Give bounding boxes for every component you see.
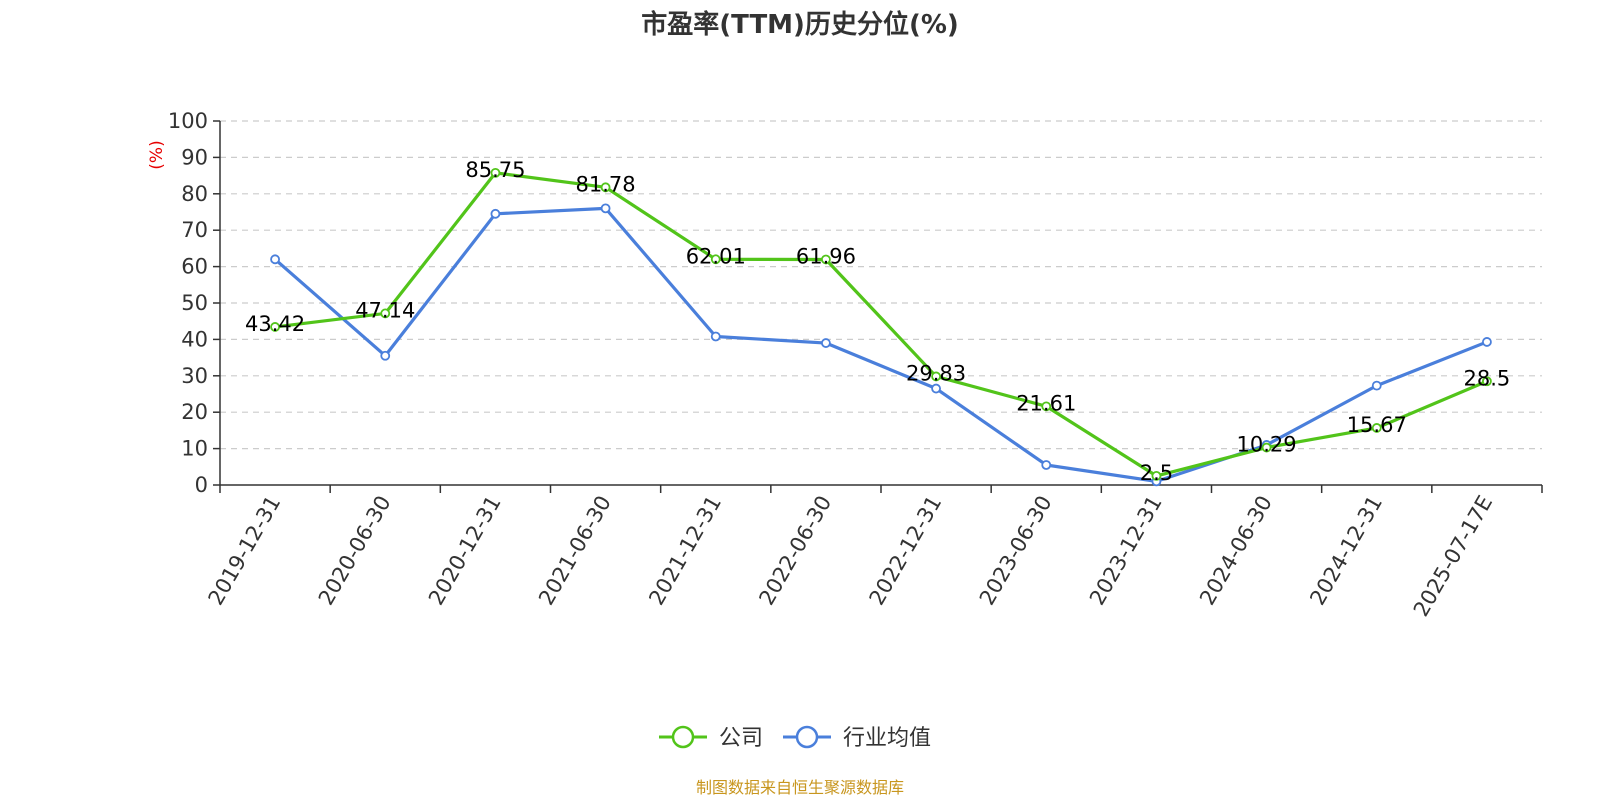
series-industry-average (270, 203, 1492, 487)
x-tick-label: 2024-06-30 (1195, 492, 1277, 610)
x-tick-label: 2021-12-31 (644, 492, 726, 610)
y-tick-label: 30 (181, 364, 208, 388)
data-label: 15.67 (1347, 413, 1407, 437)
data-point[interactable] (600, 203, 611, 214)
data-point[interactable] (1371, 380, 1382, 391)
data-label: 43.42 (245, 312, 305, 336)
y-tick-label: 40 (181, 327, 208, 351)
y-tick-label: 50 (181, 291, 208, 315)
data-point[interactable] (1371, 423, 1382, 433)
data-point[interactable] (600, 182, 611, 193)
y-tick-label: 20 (181, 400, 208, 424)
x-tick-label: 2022-12-31 (865, 492, 947, 610)
legend-item-company[interactable]: 公司 (659, 725, 763, 751)
legend-item-industry-average[interactable]: 行业均值 (783, 725, 931, 751)
x-tick-label: 2022-06-30 (754, 492, 836, 610)
data-point[interactable] (1041, 460, 1052, 470)
y-tick-label: 0 (195, 473, 208, 497)
chart-title: 市盈率(TTM)历史分位(%) (641, 9, 959, 40)
data-point[interactable] (821, 254, 831, 265)
x-tick-label: 2019-12-31 (204, 492, 286, 610)
data-point[interactable] (490, 167, 501, 178)
data-point[interactable] (1482, 337, 1492, 347)
y-axis-unit-label: (%) (147, 140, 167, 169)
legend-label: 行业均值 (843, 726, 931, 751)
x-tick-label: 2020-06-30 (314, 492, 396, 610)
data-point[interactable] (710, 254, 721, 265)
x-tick-label: 2025-07-17E (1409, 492, 1497, 621)
data-point[interactable] (931, 383, 941, 394)
legend-marker-icon (671, 725, 695, 749)
gridlines (220, 120, 1542, 450)
x-axis-ticks: 2019-12-31 2020-06-30 2020-12-31 2021-06-30… (204, 485, 1543, 621)
x-tick-label: 2023-06-30 (975, 492, 1057, 610)
data-label: 28.5 (1464, 366, 1511, 390)
x-tick-label: 2020-12-31 (424, 492, 506, 610)
legend-marker-icon (795, 725, 819, 749)
series-line (274, 206, 1488, 483)
data-label: 10.29 (1237, 433, 1297, 457)
series-company (270, 167, 1492, 481)
y-axis-ticks: 0 10 20 30 40 50 60 70 80 90 100 (168, 109, 220, 497)
series-line (274, 171, 1488, 478)
data-point[interactable] (1041, 401, 1052, 412)
legend-label: 公司 (719, 726, 763, 751)
x-tick-label: 2021-06-30 (534, 492, 616, 610)
data-point[interactable] (931, 371, 941, 382)
data-label: 61.96 (796, 244, 856, 268)
y-tick-label: 80 (181, 182, 208, 206)
y-tick-label: 60 (181, 255, 208, 279)
series-layer (270, 167, 1492, 487)
data-point[interactable] (380, 350, 391, 361)
data-labels: 43.42 47.14 85.75 81.78 62.01 61.96 29.83 21.61… (245, 158, 1510, 485)
x-tick-label: 2023-12-31 (1085, 492, 1167, 610)
legend: 公司 行业均值 (659, 725, 931, 751)
y-tick-label: 70 (181, 218, 208, 242)
data-point[interactable] (1482, 376, 1492, 387)
data-point[interactable] (380, 308, 391, 319)
data-label: 62.01 (686, 244, 746, 268)
source-note: 制图数据来自恒生聚源数据库 (696, 778, 904, 797)
data-label: 21.61 (1016, 391, 1076, 415)
y-tick-label: 90 (181, 145, 208, 169)
y-tick-label: 10 (181, 437, 208, 461)
y-tick-label: 100 (168, 109, 208, 133)
data-label: 2.5 (1140, 461, 1173, 485)
data-point[interactable] (270, 254, 280, 265)
data-label: 81.78 (576, 172, 636, 196)
data-point[interactable] (1261, 442, 1272, 453)
data-label: 47.14 (355, 298, 415, 322)
data-point[interactable] (1151, 470, 1162, 481)
data-label: 85.75 (465, 158, 525, 182)
data-point[interactable] (710, 331, 721, 342)
data-point[interactable] (270, 322, 280, 332)
data-point[interactable] (821, 338, 831, 348)
x-tick-label: 2024-12-31 (1305, 492, 1387, 610)
data-label: 29.83 (906, 361, 966, 385)
data-point[interactable] (490, 208, 501, 219)
